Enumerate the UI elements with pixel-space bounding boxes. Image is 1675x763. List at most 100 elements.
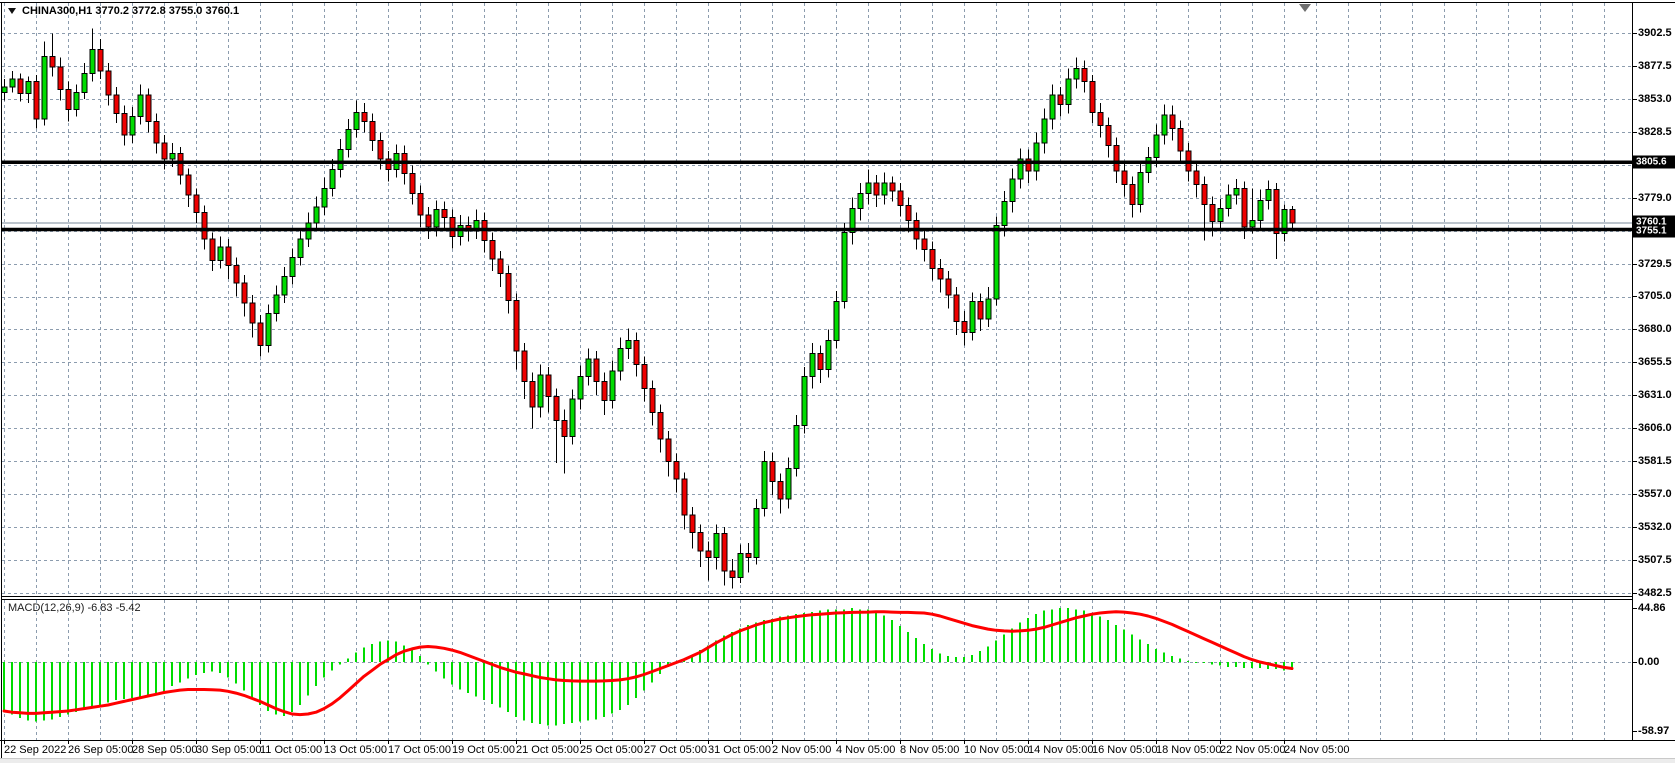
macd-histogram-bar xyxy=(163,662,165,692)
bull-candle xyxy=(1001,201,1008,227)
macd-histogram-bar xyxy=(1179,658,1181,662)
macd-histogram-bar xyxy=(1291,662,1293,671)
macd-histogram-bar xyxy=(1259,662,1261,668)
macd-histogram-bar xyxy=(467,662,469,694)
macd-histogram-bar xyxy=(275,662,277,715)
bull-candle xyxy=(849,207,856,233)
macd-histogram-bar xyxy=(475,662,477,697)
bull-candle xyxy=(577,375,584,400)
macd-pane xyxy=(3,608,1293,726)
macd-histogram-bar xyxy=(643,662,645,691)
bear-candle xyxy=(425,214,432,228)
bear-candle xyxy=(201,211,208,240)
bear-candle xyxy=(521,350,528,383)
symbol-dropdown-icon[interactable] xyxy=(8,8,16,14)
bull-candle xyxy=(1145,157,1152,173)
bear-candle xyxy=(105,70,112,96)
bear-candle xyxy=(921,238,928,251)
bull-candle xyxy=(329,169,336,189)
chart-shift-marker-icon[interactable] xyxy=(1299,4,1311,12)
bear-candle xyxy=(161,142,168,160)
macd-histogram-bar xyxy=(443,662,445,679)
macd-histogram-bar xyxy=(763,620,765,662)
macd-histogram-bar xyxy=(147,662,149,696)
macd-histogram-bar xyxy=(427,662,429,665)
macd-histogram-bar xyxy=(1187,660,1189,662)
macd-histogram-bar xyxy=(307,662,309,696)
bear-candle xyxy=(697,531,704,552)
bear-candle xyxy=(1201,183,1208,205)
macd-histogram-bar xyxy=(59,662,61,717)
macd-histogram-bar xyxy=(355,652,357,662)
bear-candle xyxy=(241,282,248,304)
bear-candle xyxy=(937,267,944,280)
macd-histogram-bar xyxy=(227,662,229,678)
bear-candle xyxy=(657,411,664,440)
macd-histogram-bar xyxy=(1131,634,1133,662)
bear-candle xyxy=(961,321,968,333)
bull-candle xyxy=(1009,178,1016,203)
macd-histogram-bar xyxy=(1091,613,1093,662)
macd-histogram-bar xyxy=(691,654,693,662)
bear-candle xyxy=(193,194,200,213)
macd-histogram-bar xyxy=(451,662,453,685)
macd-histogram-bar xyxy=(203,662,205,673)
bear-candle xyxy=(873,182,880,196)
bull-candle xyxy=(841,231,848,303)
bear-candle xyxy=(1169,114,1176,129)
macd-histogram-bar xyxy=(3,662,5,710)
macd-histogram-bar xyxy=(1171,656,1173,662)
macd-histogram-bar xyxy=(35,662,37,722)
bear-candle xyxy=(633,339,640,365)
bear-candle xyxy=(553,395,560,421)
bull-candle xyxy=(857,193,864,209)
macd-histogram-bar xyxy=(995,640,997,662)
macd-histogram-bar xyxy=(539,662,541,725)
bear-candle xyxy=(65,89,72,111)
macd-histogram-bar xyxy=(939,653,941,662)
macd-histogram-bar xyxy=(211,662,213,672)
bear-candle xyxy=(257,322,264,347)
bear-candle xyxy=(721,533,728,572)
bear-candle xyxy=(641,363,648,389)
bull-candle xyxy=(1161,114,1168,136)
bull-candle xyxy=(1033,142,1040,172)
macd-histogram-bar xyxy=(1107,620,1109,662)
macd-histogram-bar xyxy=(795,614,797,662)
macd-histogram-bar xyxy=(83,662,85,710)
macd-histogram-bar xyxy=(123,662,125,700)
macd-histogram-bar xyxy=(1075,609,1077,662)
macd-histogram-bar xyxy=(315,662,317,686)
macd-histogram-bar xyxy=(1019,622,1021,662)
bull-candle xyxy=(1233,187,1240,196)
macd-histogram-bar xyxy=(1219,662,1221,666)
bear-candle xyxy=(689,514,696,533)
bull-candle xyxy=(1049,94,1056,120)
macd-histogram-bar xyxy=(267,662,269,711)
macd-histogram-bar xyxy=(867,609,869,662)
bear-candle xyxy=(953,294,960,323)
bear-candle xyxy=(497,258,504,275)
macd-histogram-bar xyxy=(915,638,917,662)
macd-histogram-bar xyxy=(139,662,141,697)
bull-candle xyxy=(337,149,344,171)
macd-histogram-bar xyxy=(947,656,949,662)
bull-candle xyxy=(25,81,32,95)
macd-histogram-bar xyxy=(371,644,373,662)
bear-candle xyxy=(817,353,824,371)
macd-histogram-bar xyxy=(1043,610,1045,662)
macd-histogram-bar xyxy=(91,662,93,708)
symbol-ohlc-text: CHINA300,H1 3770.2 3772.8 3755.0 3760.1 xyxy=(22,5,240,17)
macd-histogram-bar xyxy=(1115,624,1117,662)
macd-histogram-bar xyxy=(899,626,901,662)
macd-histogram-bar xyxy=(835,609,837,662)
bear-candle xyxy=(441,209,448,219)
bull-candle xyxy=(73,91,80,111)
macd-signal-line xyxy=(2,610,1294,717)
bear-candle xyxy=(929,249,936,269)
bear-candle xyxy=(561,419,568,437)
macd-histogram-bar xyxy=(875,611,877,662)
macd-histogram-bar xyxy=(387,640,389,662)
